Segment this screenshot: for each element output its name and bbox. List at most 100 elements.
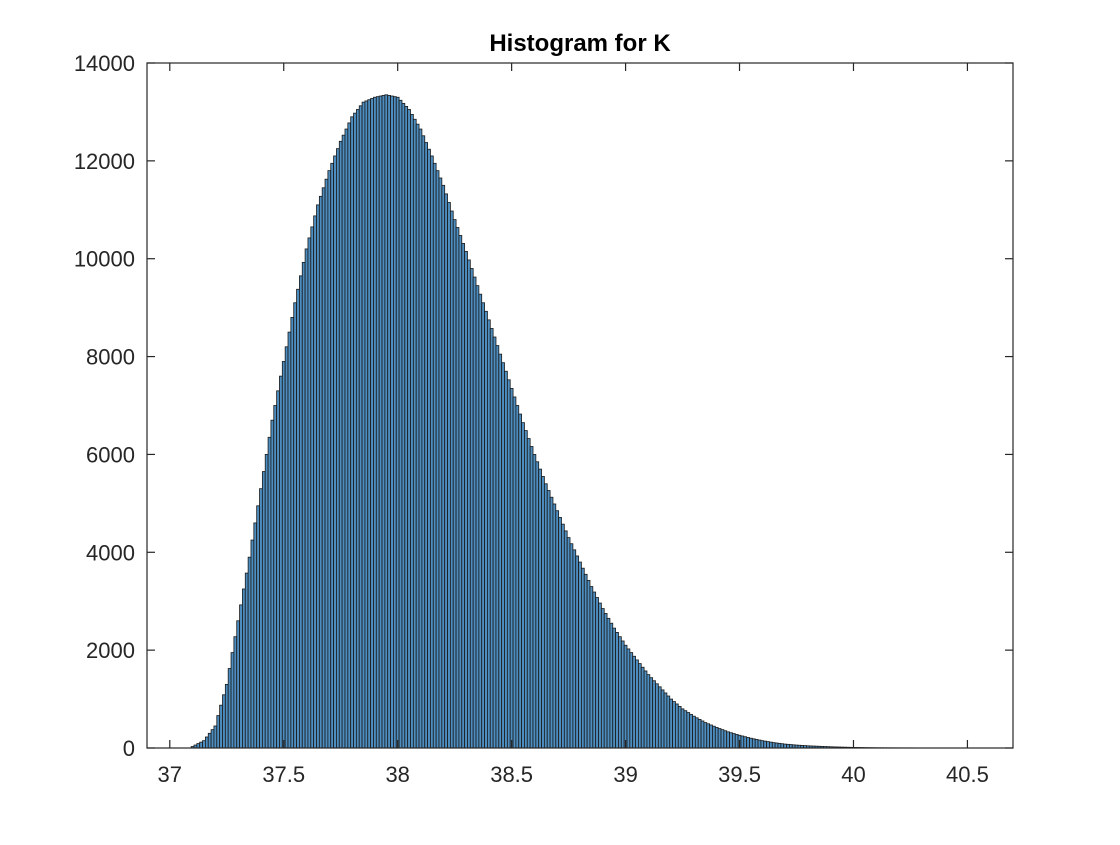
histogram-bar (405, 106, 408, 748)
histogram-bar (761, 741, 764, 748)
histogram-bar (439, 178, 442, 748)
histogram-bar (667, 696, 670, 748)
histogram-bar (354, 113, 357, 748)
histogram-bar (718, 729, 721, 748)
histogram-bar (208, 733, 211, 748)
histogram-bar (527, 439, 530, 748)
histogram-bar (781, 744, 784, 748)
histogram-bar (205, 737, 208, 748)
histogram-bar (419, 129, 422, 748)
histogram-bar (479, 294, 482, 748)
histogram-bar (724, 731, 727, 748)
histogram-bar (442, 185, 445, 748)
histogram-bar (675, 704, 678, 748)
histogram-bar (393, 97, 396, 748)
histogram-bar (262, 472, 265, 748)
histogram-bar (368, 100, 371, 748)
histogram-bar (265, 454, 268, 748)
histogram-bar (462, 243, 465, 748)
histogram-bar (513, 397, 516, 748)
histogram-bar (416, 124, 419, 748)
histogram-bar (251, 540, 254, 748)
histogram-bar (730, 733, 733, 748)
histogram-bar (567, 538, 570, 748)
histogram-bar (242, 589, 245, 748)
histogram-bar (547, 491, 550, 748)
histogram-bar (371, 98, 374, 748)
histogram-bar (456, 228, 459, 748)
histogram-bar (772, 743, 775, 748)
histogram-bar (302, 262, 305, 748)
histogram-bar (533, 454, 536, 748)
x-tick-label: 38.5 (490, 762, 533, 787)
histogram-bar (750, 738, 753, 748)
histogram-bar (553, 504, 556, 748)
histogram-bar (701, 721, 704, 748)
histogram-bar (607, 618, 610, 748)
histogram-bar (687, 713, 690, 748)
histogram-bar (755, 739, 758, 748)
histogram-bar (610, 623, 613, 748)
histogram-bar (260, 489, 263, 748)
y-tick-label: 0 (123, 736, 135, 761)
y-tick-label: 6000 (86, 442, 135, 467)
histogram-bar (450, 211, 453, 748)
histogram-bar (220, 705, 223, 748)
histogram-bar (436, 171, 439, 748)
histogram-bar (715, 727, 718, 748)
histogram-bar (510, 388, 513, 748)
histogram-bar (678, 706, 681, 748)
histogram-bar (311, 227, 314, 748)
histogram-bar (627, 649, 630, 748)
histogram-bar (399, 100, 402, 748)
histogram-bar (465, 251, 468, 748)
histogram-bar (279, 376, 282, 748)
histogram-bar (459, 235, 462, 748)
histogram-bar (385, 95, 388, 748)
histogram-bar (516, 406, 519, 749)
histogram-bar (408, 109, 411, 748)
histogram-bar (391, 96, 394, 748)
histogram-bar (214, 726, 217, 748)
x-tick-label: 39.5 (718, 762, 761, 787)
histogram-bar (727, 732, 730, 748)
histogram-bar (647, 675, 650, 748)
histogram-bar (519, 414, 522, 748)
histogram-bar (522, 423, 525, 748)
histogram-bar (433, 163, 436, 748)
histogram-bar (234, 637, 237, 748)
histogram-bar (744, 737, 747, 748)
histogram-bar (752, 739, 755, 748)
histogram-bar (570, 544, 573, 748)
y-tick-label: 10000 (74, 247, 135, 272)
histogram-bar (507, 380, 510, 748)
histogram-bar (470, 269, 473, 749)
histogram-bar (362, 102, 365, 748)
histogram-bar (590, 587, 593, 748)
histogram-bar (556, 511, 559, 748)
histogram-bar (658, 687, 661, 748)
histogram-bar (308, 238, 311, 748)
histogram-bar (317, 205, 320, 748)
histogram-bar (644, 671, 647, 748)
histogram-bar (693, 716, 696, 748)
histogram-bar (775, 743, 778, 748)
histogram-bar (254, 523, 257, 748)
histogram-bar (425, 143, 428, 748)
histogram-bar (294, 303, 297, 748)
histogram-bar (576, 556, 579, 748)
y-tick-label: 4000 (86, 540, 135, 565)
histogram-bar (496, 346, 499, 748)
histogram-bar (505, 371, 508, 748)
histogram-bar (222, 695, 225, 748)
histogram-bar (467, 260, 470, 748)
histogram-bar (422, 136, 425, 748)
histogram-bar (695, 718, 698, 748)
histogram-bar (613, 628, 616, 748)
histogram-bar (493, 337, 496, 748)
histogram-bar (616, 632, 619, 748)
histogram-bar (197, 744, 200, 748)
y-tick-label: 2000 (86, 638, 135, 663)
histogram-bar (245, 573, 248, 748)
